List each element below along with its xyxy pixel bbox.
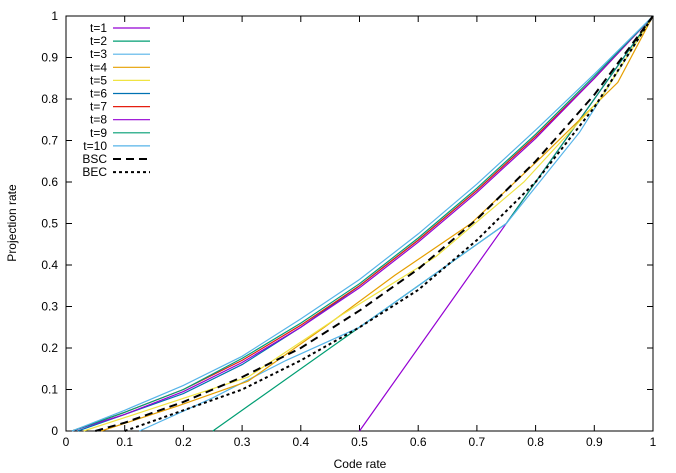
legend-label: t=3 xyxy=(90,47,107,61)
legend-label: BEC xyxy=(82,165,107,179)
y-tick-label: 0.6 xyxy=(41,175,58,189)
y-tick-label: 0.2 xyxy=(41,341,58,355)
legend-label: t=5 xyxy=(90,73,107,87)
x-tick-label: 0.1 xyxy=(116,435,133,449)
y-tick-label: 0.1 xyxy=(41,383,58,397)
x-tick-label: 1 xyxy=(650,435,657,449)
series-line-bec xyxy=(124,15,654,432)
y-tick-label: 0.4 xyxy=(41,258,58,272)
y-tick-label: 0.5 xyxy=(41,217,58,231)
legend-label: t=1 xyxy=(90,21,107,35)
y-tick-label: 0.8 xyxy=(41,92,58,106)
plot-frame xyxy=(65,15,654,432)
x-tick-label: 0.2 xyxy=(175,435,192,449)
series-line-t-9 xyxy=(71,15,654,432)
series-line-t-6 xyxy=(77,15,654,432)
x-tick-label: 0.7 xyxy=(469,435,486,449)
y-axis-label: Projection rate xyxy=(5,184,19,262)
y-tick-label: 0.9 xyxy=(41,51,58,65)
series-line-t-8 xyxy=(71,15,654,432)
x-tick-label: 0.6 xyxy=(410,435,427,449)
series-line-bsc xyxy=(95,15,654,432)
ticks: 0 0.1 0.2 0.3 0.4 0.5 0.6 0.7 0.8 0.9 1 0 0.1 0.2 0.3 0… xyxy=(41,9,656,449)
series-lines xyxy=(71,15,654,432)
series-line-t-7 xyxy=(71,15,654,432)
y-tick-label: 1 xyxy=(51,9,58,23)
x-tick-label: 0.8 xyxy=(527,435,544,449)
x-tick-label: 0 xyxy=(63,435,70,449)
x-tick-label: 0.9 xyxy=(586,435,603,449)
x-tick-label: 0.3 xyxy=(234,435,251,449)
series-line-t-2 xyxy=(212,15,654,432)
x-tick-label: 0.4 xyxy=(292,435,309,449)
y-tick-label: 0.3 xyxy=(41,300,58,314)
legend-label: t=4 xyxy=(90,60,107,74)
y-tick-label: 0.7 xyxy=(41,134,58,148)
series-line-t-4 xyxy=(101,15,654,432)
series-line-t-5 xyxy=(83,15,654,432)
legend-label: t=6 xyxy=(90,87,107,101)
x-tick-label: 0.5 xyxy=(351,435,368,449)
legend-label: BSC xyxy=(82,152,107,166)
legend-label: t=10 xyxy=(83,139,107,153)
series-line-t-10 xyxy=(71,15,654,432)
axes xyxy=(65,15,654,432)
x-axis-label: Code rate xyxy=(334,457,387,471)
legend-label: t=9 xyxy=(90,126,107,140)
series-line-t-3 xyxy=(139,15,654,432)
y-tick-label: 0 xyxy=(51,424,58,438)
legend-label: t=7 xyxy=(90,100,107,114)
legend-label: t=8 xyxy=(90,113,107,127)
legend-label: t=2 xyxy=(90,34,107,48)
